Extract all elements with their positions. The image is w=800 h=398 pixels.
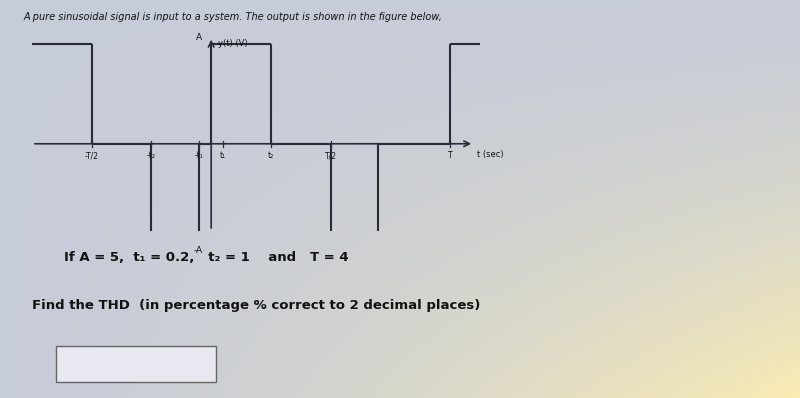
Text: y(t) (V): y(t) (V): [218, 39, 248, 48]
Text: t₁: t₁: [220, 151, 226, 160]
Text: A pure sinusoidal signal is input to a system. The output is shown in the figure: A pure sinusoidal signal is input to a s…: [24, 12, 443, 22]
Text: If A = 5,  t₁ = 0.2,   t₂ = 1    and   T = 4: If A = 5, t₁ = 0.2, t₂ = 1 and T = 4: [64, 251, 349, 264]
Text: T/2: T/2: [325, 151, 337, 160]
Text: -T/2: -T/2: [85, 151, 98, 160]
Text: -A: -A: [193, 246, 202, 255]
Text: t (sec): t (sec): [477, 150, 504, 159]
Text: -t₁: -t₁: [195, 151, 204, 160]
Text: t₂: t₂: [268, 151, 274, 160]
Text: -t₂: -t₂: [147, 151, 156, 160]
Text: T: T: [448, 151, 453, 160]
Text: Find the THD  (in percentage % correct to 2 decimal places): Find the THD (in percentage % correct to…: [32, 298, 480, 312]
Text: A: A: [196, 33, 202, 42]
